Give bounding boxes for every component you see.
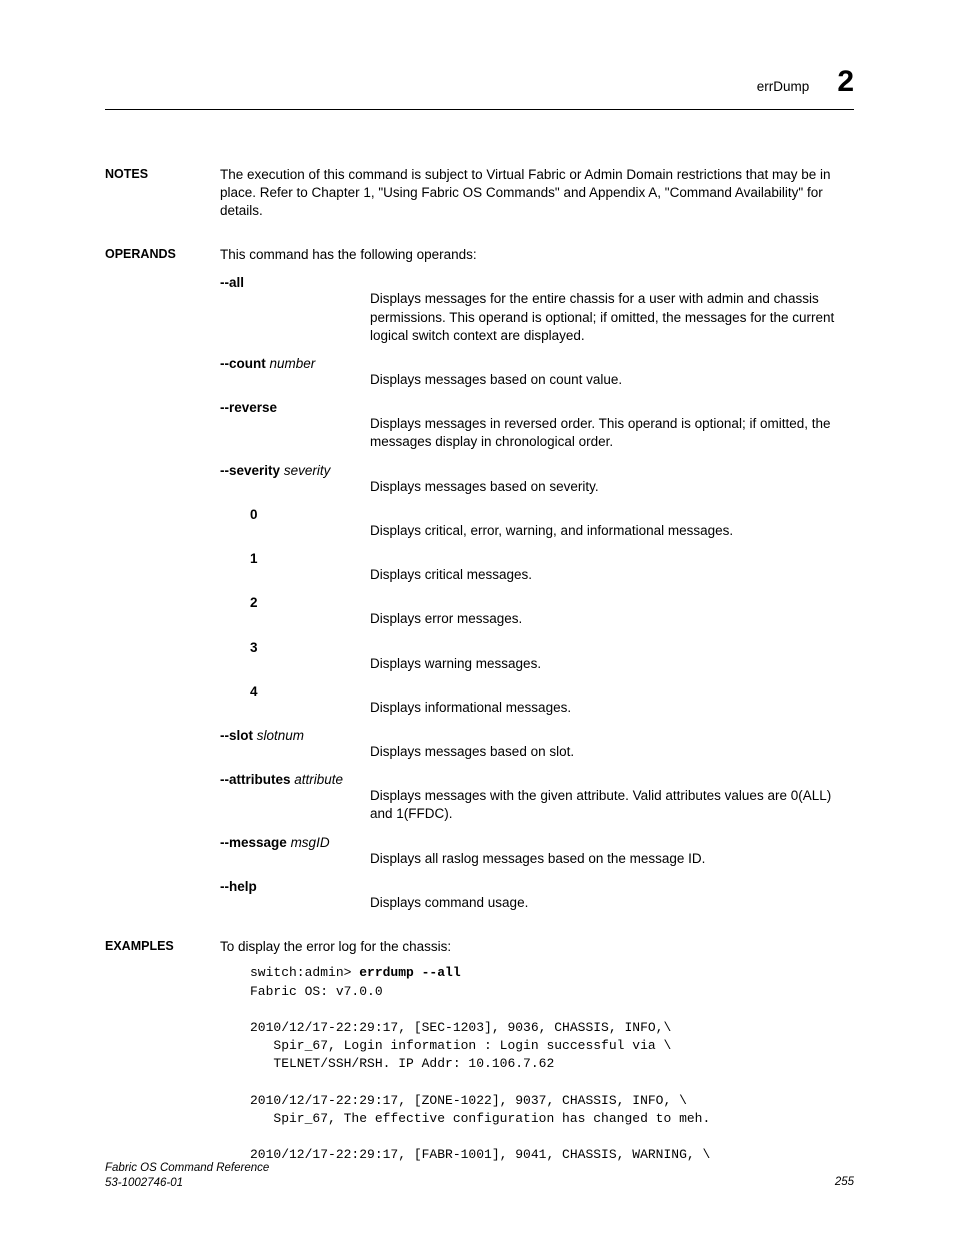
footer-page-number: 255 [835, 1175, 854, 1191]
operand-name: --slot slotnum [220, 727, 370, 761]
notes-text: The execution of this command is subject… [220, 166, 854, 221]
operand-sub-item: 0Displays critical, error, warning, and … [220, 506, 854, 540]
example-code-block: switch:admin> errdump --all Fabric OS: v… [250, 964, 854, 1164]
operand-desc: Displays messages with the given attribu… [370, 787, 854, 823]
page-footer: Fabric OS Command Reference 53-1002746-0… [105, 1161, 854, 1191]
operand-sub-name: 4 [250, 683, 370, 717]
operand-arg: msgID [291, 835, 330, 850]
operand-flag: --all [220, 275, 244, 290]
operand-desc: Displays messages based on severity. [370, 478, 854, 496]
header-rule [105, 109, 854, 110]
operand-arg: attribute [294, 772, 343, 787]
footer-title: Fabric OS Command Reference [105, 1161, 269, 1176]
operand-item: --attributes attributeDisplays messages … [220, 771, 854, 823]
operand-item: --reverse Displays messages in reversed o… [220, 399, 854, 451]
operand-flag: --message [220, 835, 287, 850]
operand-name: --attributes attribute [220, 771, 370, 823]
operand-flag: --reverse [220, 400, 277, 415]
operand-flag: --slot [220, 728, 253, 743]
operand-sub-item: 3Displays warning messages. [220, 639, 854, 673]
operand-name: --all [220, 274, 370, 345]
operand-name: --reverse [220, 399, 370, 451]
notes-label: NOTES [105, 166, 220, 221]
operand-item: --all Displays messages for the entire ch… [220, 274, 854, 345]
operand-name: --severity severity [220, 462, 370, 496]
operands-intro: This command has the following operands: [220, 246, 854, 264]
operand-sub-item: 2Displays error messages. [220, 594, 854, 628]
operands-body: This command has the following operands:… [220, 246, 854, 912]
page: errDump 2 NOTES The execution of this co… [0, 0, 954, 1235]
operand-desc: Displays messages for the entire chassis… [370, 290, 854, 345]
operand-sub-desc: Displays critical messages. [370, 566, 854, 584]
operand-sub-item: 4Displays informational messages. [220, 683, 854, 717]
operand-name: --message msgID [220, 834, 370, 868]
footer-left: Fabric OS Command Reference 53-1002746-0… [105, 1161, 269, 1191]
operand-desc: Displays all raslog messages based on th… [370, 850, 854, 868]
operand-flag: --attributes [220, 772, 291, 787]
operand-desc: Displays command usage. [370, 894, 854, 912]
examples-label: EXAMPLES [105, 938, 220, 1164]
operands-list: --all Displays messages for the entire ch… [220, 274, 854, 912]
footer-docnum: 53-1002746-01 [105, 1176, 269, 1191]
operand-arg: number [270, 356, 316, 371]
header-command: errDump [757, 78, 810, 96]
operand-flag: --count [220, 356, 266, 371]
operand-arg: slotnum [257, 728, 304, 743]
operand-flag: --help [220, 879, 257, 894]
operand-desc: Displays messages in reversed order. Thi… [370, 415, 854, 451]
operand-name: --count number [220, 355, 370, 389]
operand-arg: severity [284, 463, 331, 478]
operand-item: --count numberDisplays messages based on… [220, 355, 854, 389]
operand-sub-desc: Displays error messages. [370, 610, 854, 628]
notes-section: NOTES The execution of this command is s… [105, 166, 854, 221]
examples-section: EXAMPLES To display the error log for th… [105, 938, 854, 1164]
operand-item: --help Displays command usage. [220, 878, 854, 912]
operands-section: OPERANDS This command has the following … [105, 246, 854, 912]
examples-body: To display the error log for the chassis… [220, 938, 854, 1164]
header-chapter-number: 2 [837, 62, 854, 103]
example-command-text: errdump --all [359, 965, 460, 980]
operand-item: --slot slotnumDisplays messages based on… [220, 727, 854, 761]
operand-desc: Displays messages based on count value. [370, 371, 854, 389]
operand-sub-name: 2 [250, 594, 370, 628]
operand-sub-desc: Displays warning messages. [370, 655, 854, 673]
page-header: errDump 2 [105, 62, 854, 103]
operand-desc: Displays messages based on slot. [370, 743, 854, 761]
operand-item: --severity severityDisplays messages bas… [220, 462, 854, 496]
operand-item: --message msgIDDisplays all raslog messa… [220, 834, 854, 868]
operand-sub-desc: Displays informational messages. [370, 699, 854, 717]
operand-sub-name: 3 [250, 639, 370, 673]
operand-sub-name: 1 [250, 550, 370, 584]
operands-label: OPERANDS [105, 246, 220, 912]
operand-sub-desc: Displays critical, error, warning, and i… [370, 522, 854, 540]
operand-sub-name: 0 [250, 506, 370, 540]
operand-sub-item: 1Displays critical messages. [220, 550, 854, 584]
operand-name: --help [220, 878, 370, 912]
examples-intro: To display the error log for the chassis… [220, 939, 451, 954]
operand-flag: --severity [220, 463, 280, 478]
